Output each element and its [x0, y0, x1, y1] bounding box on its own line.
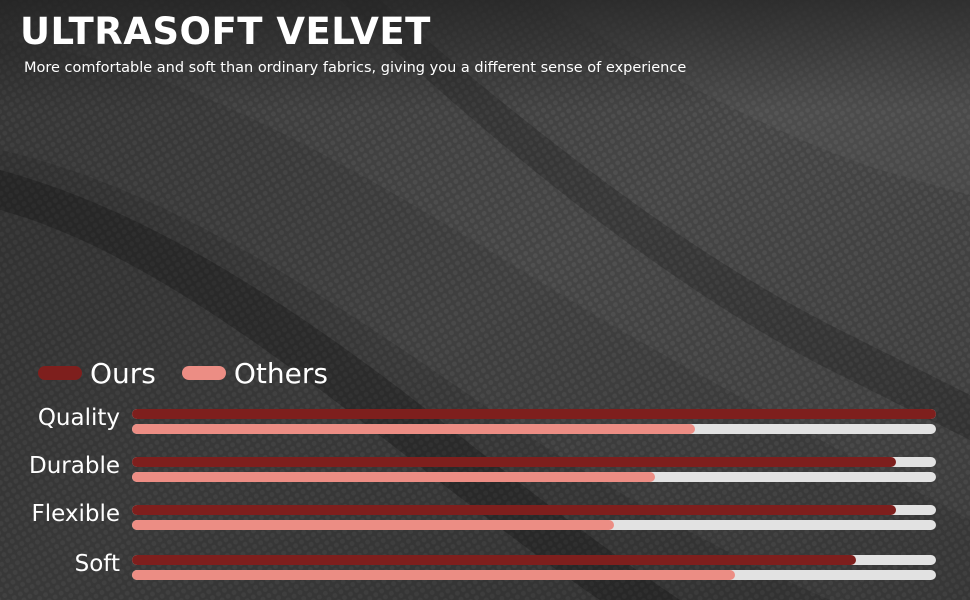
- bar-quality-others: [132, 424, 695, 434]
- bar-track-quality-ours: [132, 409, 936, 419]
- chart-legend: Ours Others: [38, 354, 354, 392]
- bar-track-flexible-others: [132, 520, 936, 530]
- bar-track-quality-others: [132, 424, 936, 434]
- bar-soft-ours: [132, 555, 856, 565]
- legend-item-others: Others: [181, 356, 328, 390]
- bar-durable-others: [132, 472, 655, 482]
- row-label-soft: Soft: [74, 551, 120, 577]
- bar-soft-others: [132, 570, 735, 580]
- legend-swatch-others: [181, 366, 226, 380]
- row-label-flexible: Flexible: [31, 501, 120, 527]
- legend-label-ours: Ours: [90, 356, 156, 390]
- bar-track-soft-others: [132, 570, 936, 580]
- bar-flexible-others: [132, 520, 615, 530]
- page-title: ULTRASOFT VELVET: [20, 10, 431, 53]
- legend-item-ours: Ours: [38, 357, 156, 390]
- legend-swatch-ours: [38, 366, 82, 380]
- bar-flexible-ours: [132, 505, 896, 515]
- legend-label-others: Others: [233, 356, 328, 390]
- bar-track-durable-others: [132, 472, 936, 482]
- row-label-quality: Quality: [37, 405, 120, 431]
- bar-track-durable-ours: [132, 457, 936, 467]
- row-label-durable: Durable: [29, 453, 120, 479]
- bar-track-flexible-ours: [132, 505, 936, 515]
- bar-track-soft-ours: [132, 555, 936, 565]
- bar-durable-ours: [132, 457, 896, 467]
- page-subtitle: More comfortable and soft than ordinary …: [24, 60, 687, 76]
- bar-quality-ours: [132, 409, 936, 419]
